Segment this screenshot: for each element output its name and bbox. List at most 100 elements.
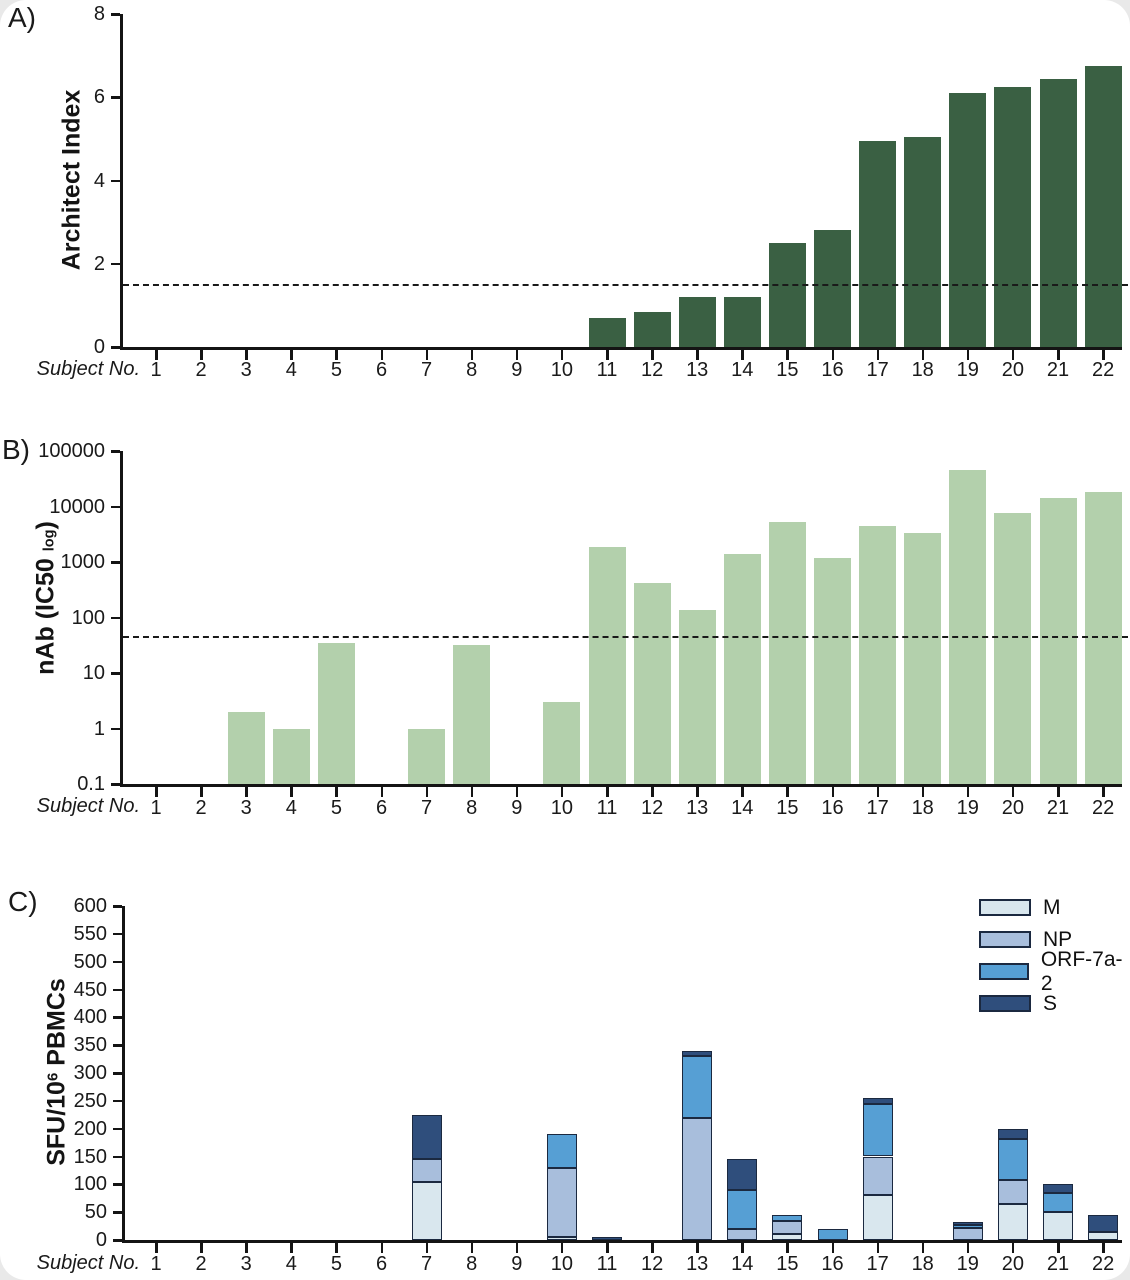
- x-tick-label: 6: [375, 359, 388, 381]
- x-tick-mark: [245, 350, 248, 360]
- x-tick-mark: [966, 350, 970, 360]
- bar-subject-20: [994, 512, 1032, 784]
- x-tick-label: 1: [150, 359, 162, 381]
- bar-segment-np-subject-19: [952, 1227, 983, 1240]
- x-tick-mark: [155, 787, 158, 797]
- x-tick-label: 14: [731, 1253, 754, 1275]
- x-tick-label: 8: [466, 359, 478, 381]
- bar-segment-orf-7a-2-subject-10: [546, 1134, 577, 1168]
- bar-subject-16: [814, 230, 851, 347]
- bar-segment-m-subject-10: [546, 1237, 577, 1240]
- x-tick-label: 3: [240, 797, 252, 819]
- x-tick-mark: [1102, 787, 1105, 797]
- x-tick-mark: [155, 1243, 158, 1253]
- y-tick-mark: [113, 1127, 122, 1131]
- x-tick-label: 18: [911, 797, 934, 819]
- bar-segment-s-subject-20: [997, 1128, 1028, 1139]
- bar-segment-s-subject-19: [952, 1222, 983, 1225]
- bar-subject-4: [272, 728, 310, 784]
- y-tick-mark: [113, 1155, 122, 1158]
- y-tick-mark: [111, 505, 120, 508]
- x-tick-mark: [1011, 350, 1015, 360]
- bar-segment-m-subject-20: [997, 1203, 1028, 1240]
- y-tick-label: 350: [73, 1034, 107, 1057]
- x-tick-label: 22: [1091, 1253, 1115, 1275]
- x-tick-mark: [786, 787, 789, 797]
- x-tick-label: 7: [421, 1253, 433, 1275]
- y-tick-label: 2: [93, 252, 105, 275]
- x-tick-label: 1: [150, 1253, 162, 1275]
- x-tick-label: 6: [375, 797, 388, 819]
- x-tick-mark: [606, 1243, 609, 1253]
- x-tick-mark: [470, 787, 474, 797]
- x-tick-mark: [696, 1243, 699, 1253]
- y-axis-line: [122, 906, 125, 1243]
- y-tick-mark: [111, 672, 120, 675]
- x-tick-mark: [606, 787, 609, 797]
- bar-subject-19: [949, 470, 987, 784]
- x-tick-label: 13: [686, 797, 709, 819]
- x-tick-mark: [290, 787, 293, 797]
- x-tick-mark: [651, 350, 654, 360]
- x-tick-label: 8: [466, 1253, 478, 1275]
- legend-swatch-np: [979, 931, 1031, 948]
- bar-segment-s-subject-21: [1043, 1184, 1073, 1193]
- bar-subject-14: [723, 297, 761, 347]
- x-tick-label: 7: [421, 359, 433, 381]
- x-axis-line: [120, 347, 1122, 350]
- x-tick-label: 9: [511, 1253, 523, 1275]
- legend-label-orf-7a-2: ORF-7a-2: [1040, 947, 1123, 995]
- x-tick-label: 16: [821, 797, 844, 819]
- bar-segment-np-subject-15: [772, 1220, 803, 1235]
- bar-segment-s-subject-7: [411, 1114, 442, 1160]
- bar-segment-orf-7a-2-subject-19: [952, 1224, 983, 1228]
- panel-b-y-axis-title: nAb (IC50 log): [31, 521, 60, 675]
- x-tick-mark: [560, 350, 564, 360]
- y-tick-mark: [111, 179, 120, 182]
- x-tick-mark: [515, 787, 519, 797]
- y-tick-label: 10000: [49, 495, 105, 518]
- x-tick-mark: [651, 1243, 654, 1253]
- y-tick-mark: [113, 988, 122, 991]
- x-tick-mark: [1011, 787, 1015, 797]
- y-axis-line: [120, 14, 123, 350]
- x-tick-label: 19: [956, 797, 979, 819]
- x-tick-label: 10: [550, 1253, 574, 1275]
- x-tick-label: 5: [330, 359, 342, 381]
- y-tick-mark: [111, 346, 120, 349]
- x-tick-mark: [921, 787, 925, 797]
- y-tick-label: 600: [73, 895, 107, 917]
- threshold-line: [123, 283, 1128, 286]
- y-tick-label: 450: [73, 978, 107, 1001]
- y-tick-mark: [113, 1072, 122, 1075]
- bar-subject-16: [814, 557, 851, 784]
- x-tick-label: 16: [821, 359, 844, 381]
- y-tick-label: 500: [73, 950, 107, 973]
- bar-segment-orf-7a-2-subject-15: [772, 1214, 803, 1221]
- x-tick-mark: [741, 787, 744, 797]
- x-tick-mark: [651, 787, 654, 797]
- bar-segment-orf-7a-2-subject-13: [682, 1056, 713, 1118]
- x-tick-label: 4: [285, 1253, 297, 1275]
- x-tick-mark: [470, 1243, 474, 1253]
- legend-item-m: M: [979, 896, 1130, 919]
- y-tick-mark: [111, 727, 120, 730]
- y-tick-label: 150: [73, 1145, 107, 1168]
- x-tick-label: 9: [511, 797, 523, 819]
- x-tick-label: 13: [686, 1253, 709, 1275]
- panel-b-label: B): [2, 434, 30, 465]
- x-tick-label: 7: [421, 797, 433, 819]
- bar-segment-m-subject-15: [772, 1234, 803, 1240]
- y-tick-label: 250: [73, 1089, 107, 1112]
- bar-subject-18: [904, 136, 942, 347]
- bar-subject-12: [633, 311, 671, 347]
- x-tick-mark: [966, 787, 970, 797]
- bar-segment-m-subject-7: [411, 1181, 442, 1240]
- x-tick-label: 9: [511, 359, 523, 381]
- x-tick-label: 2: [195, 797, 207, 819]
- x-tick-label: 2: [195, 1253, 207, 1275]
- x-tick-mark: [425, 787, 429, 797]
- y-tick-label: 0: [95, 1229, 107, 1251]
- y-tick-label: 4: [93, 169, 105, 192]
- bar-subject-22: [1084, 492, 1122, 784]
